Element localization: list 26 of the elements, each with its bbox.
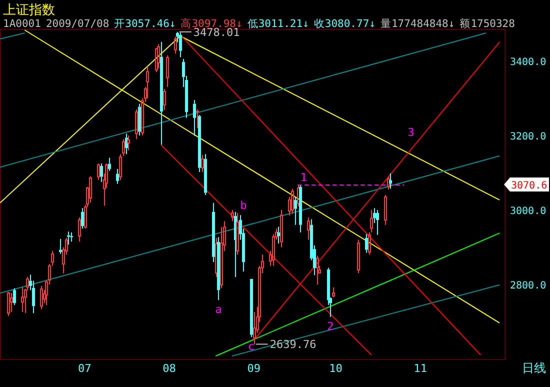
x-tick-label: 08	[162, 362, 176, 375]
annotation: 收3080.77↓	[314, 18, 376, 30]
annotation: 2639.76	[270, 338, 316, 352]
annotation: 2009/07/08	[46, 18, 110, 30]
annotation: 1A0001	[3, 18, 41, 30]
y-tick-label: 2800.0	[510, 280, 546, 292]
y-tick-label: 3400.0	[510, 56, 546, 68]
x-tick-label: 10	[329, 362, 342, 375]
annotation: 额1750328	[460, 17, 515, 30]
annotation: 2	[326, 320, 334, 333]
annotation: 1	[300, 171, 307, 184]
annotation: 开3057.46↓	[114, 18, 176, 30]
annotation: b	[240, 198, 247, 212]
title: 上证指数	[3, 3, 55, 18]
annotation: 低3011.21↓	[247, 18, 309, 30]
annotation: a	[215, 303, 222, 316]
text: 日线	[522, 361, 546, 375]
annotation: c	[248, 340, 254, 354]
annotation: 量177484848↓	[380, 18, 455, 30]
x-tick-label: 09	[247, 362, 260, 375]
text: 3070.6	[511, 180, 548, 192]
x-tick-label: 11	[414, 362, 428, 375]
x-tick-label: 07	[78, 362, 92, 375]
y-tick-label: 3200.0	[510, 131, 546, 142]
y-tick-label: 3000.0	[510, 206, 546, 217]
annotation: 3	[408, 126, 414, 139]
